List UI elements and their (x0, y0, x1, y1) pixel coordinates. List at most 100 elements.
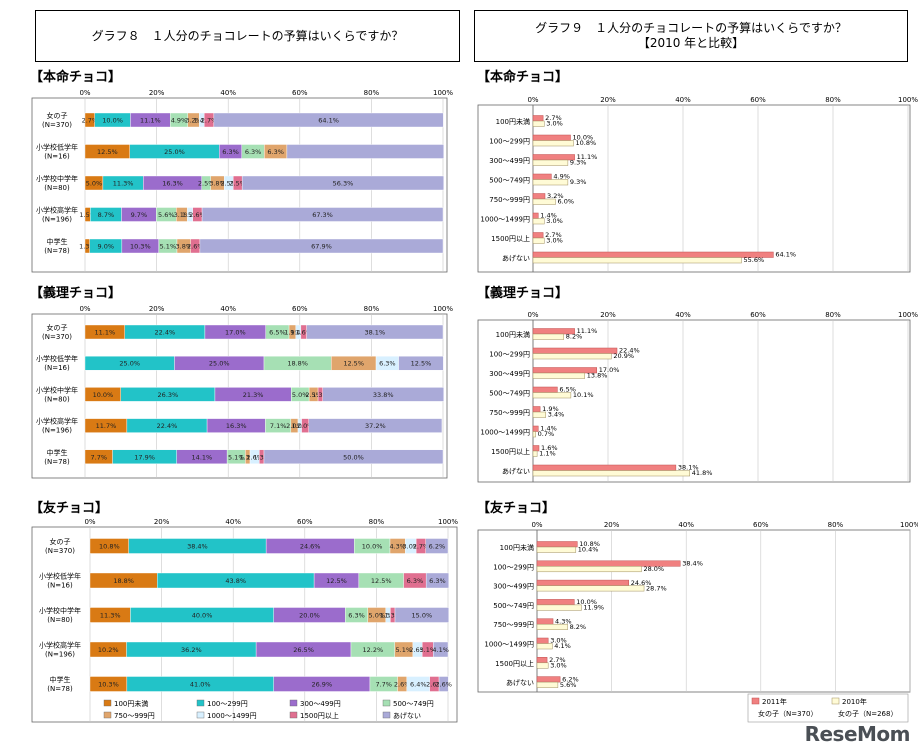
g8-giri-category-n: (N=16) (44, 364, 70, 372)
g9-giri-data-label: 13.8% (587, 372, 608, 380)
legend8-swatch (196, 699, 205, 707)
g8-tomo-data-label: 2.6% (409, 646, 426, 654)
g9-honmei-data-label: 2.7% (545, 114, 562, 122)
g9-tomo-tick-label: 80% (828, 521, 844, 529)
g8-honmei-tick-label: 20% (149, 89, 165, 97)
g9-giri-data-label: 41.8% (692, 469, 713, 477)
legend8-swatch (196, 711, 205, 719)
g9-giri-data-label: 8.2% (566, 333, 583, 341)
g9-giri-data-label: 1.9% (542, 405, 559, 413)
graph9-title-box: グラフ９ １人分のチョコレートの予算はいくらですか？ 【2010 年と比較】 (474, 10, 908, 62)
g8-tomo-data-label: 6.2% (429, 543, 446, 551)
g8-giri-data-label: 1.0% (292, 422, 309, 430)
g8-tomo-category-label: 女の子 (50, 537, 71, 546)
legend8-swatch (289, 711, 298, 719)
g9-giri-bar-2011 (532, 464, 677, 471)
g9-giri-tick-label: 40% (675, 311, 691, 319)
g8-giri-category-n: (N=370) (42, 333, 72, 341)
g9-honmei-bar-2011 (532, 154, 575, 161)
g9-giri-data-label: 11.1% (577, 327, 598, 335)
g8-tomo-data-label: 3.0% (403, 543, 420, 551)
g8-tomo-category-n: (N=78) (47, 685, 73, 693)
legend8-label: 1500円以上 (300, 711, 339, 720)
g9-tomo-category-label: 500～749円 (493, 602, 534, 610)
g9-honmei-bar-2011 (532, 173, 552, 180)
g9-tomo-tick-label: 0% (531, 521, 542, 529)
g9-honmei-data-label: 11.1% (577, 153, 598, 161)
g9-honmei-category-label: 1000～1499円 (480, 216, 530, 224)
g9-tomo-category-label: 100～299円 (493, 563, 534, 571)
g8-honmei-data-label: 6.3% (222, 148, 239, 156)
g9-tomo-bar-2011 (536, 618, 554, 625)
graph9-title: グラフ９ １人分のチョコレートの予算はいくらですか？ (535, 21, 847, 35)
g9-giri-bar-2011 (532, 386, 558, 393)
g8-tomo-data-label: 3.1% (420, 646, 437, 654)
g8-giri-bar-segment (306, 324, 444, 340)
g8-giri-data-label: 1.6% (295, 329, 312, 337)
g9-giri-data-label: 17.0% (599, 366, 620, 374)
g8-giri-data-label: 5.1% (228, 453, 245, 461)
g8-tomo-data-label: 7.7% (375, 681, 392, 689)
g8-honmei-data-label: 16.3% (162, 180, 183, 188)
g8-tomo-data-label: 2.6% (435, 681, 452, 689)
g8-tomo-tick-label: 0% (84, 518, 95, 526)
g8-honmei-bar-segment (201, 207, 444, 222)
g9-tomo-data-label: 4.1% (554, 642, 571, 650)
g9-giri-category-label: あげない (502, 467, 530, 476)
g8-giri-category-n: (N=78) (44, 458, 70, 466)
g8-tomo-data-label: 12.5% (326, 577, 347, 585)
g8-giri-data-label: 17.0% (225, 329, 246, 337)
g8-tomo-bar-segment (433, 641, 449, 658)
g8-giri-data-label: 5.0% (292, 391, 309, 399)
g8-giri-data-label: 1.4% (290, 329, 307, 337)
g8-tomo-data-label: 2.6% (426, 681, 443, 689)
g8-giri-data-label: 2.6% (246, 453, 263, 461)
g9-tomo-data-label: 3.0% (550, 662, 567, 670)
g9-giri-data-label: 20.9% (613, 352, 634, 360)
g9-honmei-category-label: 500～749円 (489, 177, 530, 185)
g8-tomo-data-label: 1.3% (380, 612, 397, 620)
g9-honmei-tick-label: 100% (898, 96, 918, 104)
g8-honmei-data-label: 10.0% (102, 117, 123, 125)
g9-honmei-category-label: 300～499円 (489, 157, 530, 165)
g8-giri-data-label: 6.5% (269, 329, 286, 337)
g9-giri-category-label: 1500円以上 (491, 447, 530, 456)
g8-giri-data-label: 38.1% (364, 329, 385, 337)
g8-tomo-tick-label: 80% (369, 518, 385, 526)
g8-honmei-data-label: 12.5% (97, 148, 118, 156)
g8-honmei-data-label: 2.6% (189, 211, 206, 219)
g9-honmei-tick-label: 40% (675, 96, 691, 104)
g9-giri-category-label: 100円未満 (496, 330, 530, 339)
g8-giri-data-label: 11.1% (95, 329, 116, 337)
g9-tomo-category-label: 100円未満 (500, 543, 534, 552)
g8-honmei-tick-label: 80% (364, 89, 380, 97)
g9-honmei-bar-2010 (532, 257, 742, 264)
g9-giri-bar-2010 (532, 333, 564, 340)
g8-tomo-bar-segment (425, 572, 449, 589)
g9-giri-bar-2010 (532, 470, 690, 477)
g9-honmei-data-label: 6.0% (558, 198, 575, 206)
g8-giri-data-label: 22.4% (157, 422, 178, 430)
g8-giri-data-label: 50.0% (343, 453, 364, 461)
legend8-swatch (103, 711, 112, 719)
g9-honmei-data-label: 3.2% (547, 192, 564, 200)
g8-tomo-data-label: 20.0% (299, 612, 320, 620)
g8-honmei-data-label: 11.1% (140, 117, 161, 125)
g9-honmei-tick-label: 60% (750, 96, 766, 104)
g9-tomo-bar-2010 (536, 662, 549, 669)
g8-giri-bar-segment (308, 418, 443, 433)
g9-honmei-tick-label: 0% (527, 96, 538, 104)
g8-giri-category-label: 小学校中学年 (36, 385, 78, 394)
g8-section-honmei: 【本命チョコ】 (30, 70, 122, 85)
g8-honmei-data-label: 64.1% (318, 117, 339, 125)
g8-honmei-data-label: 2.5% (198, 180, 215, 188)
g8-tomo-category-n: (N=80) (47, 616, 73, 624)
g8-honmei-tick-label: 40% (220, 89, 236, 97)
g8-giri-tick-label: 20% (149, 305, 165, 313)
g9-giri-bar-2011 (532, 406, 541, 413)
g9-tomo-tick-label: 20% (604, 521, 620, 529)
g9-tomo-bar-2010 (536, 585, 645, 592)
g8-honmei-category-n: (N=16) (44, 153, 70, 161)
g8-giri-bar-segment (398, 356, 444, 371)
